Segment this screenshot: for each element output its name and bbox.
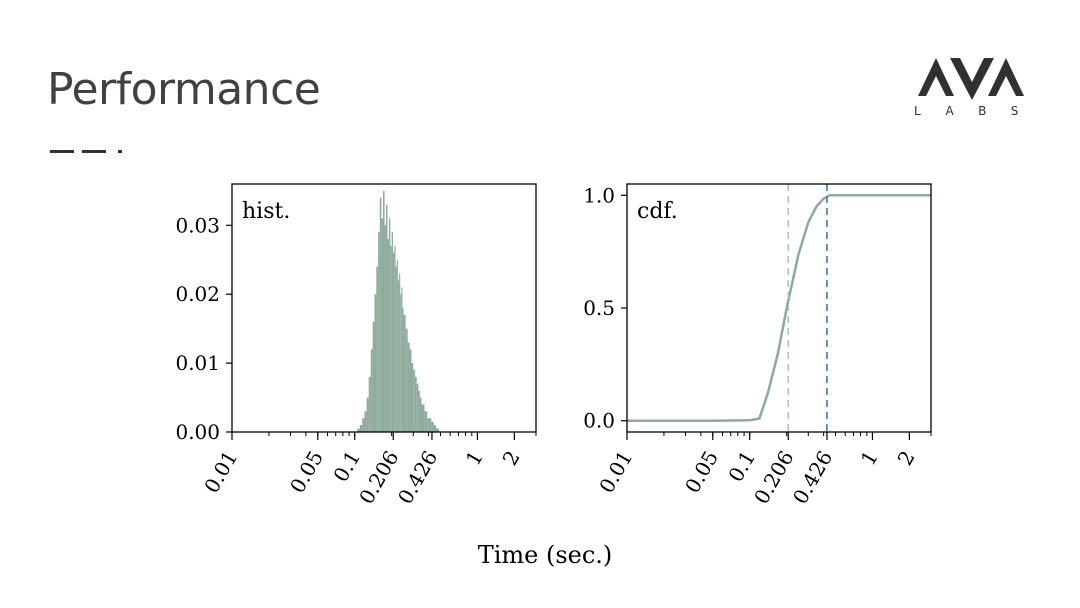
x-tick-label: 2 bbox=[498, 447, 525, 470]
histogram-bar bbox=[413, 370, 416, 432]
histogram-bar bbox=[359, 425, 363, 432]
plot-frame bbox=[231, 183, 537, 433]
y-tick-label: 0.02 bbox=[175, 282, 220, 306]
histogram-bar bbox=[391, 232, 393, 432]
y-tick-label: 1.0 bbox=[583, 183, 615, 207]
histogram-bar bbox=[362, 418, 365, 432]
histogram-bar bbox=[401, 287, 403, 432]
histogram-bar bbox=[388, 218, 391, 432]
panel-label-hist: hist. bbox=[242, 199, 290, 224]
histogram-bar bbox=[409, 349, 412, 432]
histogram-bar bbox=[415, 376, 417, 432]
histogram-bar bbox=[400, 294, 402, 432]
histogram-bar bbox=[399, 273, 401, 432]
histogram-bar bbox=[402, 308, 404, 432]
histogram-bar bbox=[416, 383, 419, 432]
histogram-bar bbox=[427, 418, 429, 432]
histogram-bar bbox=[422, 404, 425, 432]
histogram-bar bbox=[424, 411, 426, 432]
title-underline-dash bbox=[82, 150, 106, 153]
histogram-bar bbox=[387, 239, 389, 432]
histogram-bar bbox=[396, 259, 398, 432]
histogram-bar bbox=[395, 266, 397, 432]
histogram-bar bbox=[403, 314, 406, 432]
x-tick-label: 0.05 bbox=[285, 447, 328, 498]
histogram-bar bbox=[390, 246, 392, 432]
histogram-bar bbox=[431, 421, 434, 432]
x-tick-label: 2 bbox=[893, 447, 920, 470]
histogram-bar bbox=[370, 349, 373, 432]
y-tick-label: 0.0 bbox=[583, 409, 615, 433]
y-tick-label: 0.01 bbox=[175, 351, 220, 375]
cdf-line bbox=[627, 194, 931, 422]
histogram-bar bbox=[379, 197, 382, 432]
histogram-bar bbox=[364, 411, 367, 432]
histogram-bar bbox=[436, 428, 440, 432]
histogram-bar bbox=[368, 376, 371, 432]
histogram-bar bbox=[384, 225, 387, 432]
histogram-bar bbox=[397, 280, 400, 432]
histogram-bar bbox=[366, 397, 369, 432]
histogram-bar bbox=[357, 428, 360, 432]
histogram-bar bbox=[378, 232, 380, 432]
histogram-bar bbox=[428, 418, 432, 432]
title-underline-dash bbox=[50, 150, 74, 153]
x-tick-label: 0.1 bbox=[328, 447, 365, 487]
histogram-bar bbox=[405, 328, 408, 432]
histogram-bar bbox=[418, 390, 420, 432]
x-tick-label: 0.01 bbox=[199, 447, 242, 498]
histogram-bar bbox=[433, 425, 437, 432]
histogram-bar bbox=[411, 363, 414, 432]
x-tick-label: 0.426 bbox=[788, 447, 837, 509]
histogram-bar bbox=[386, 204, 388, 432]
x-axis-title: Time (sec.) bbox=[478, 541, 613, 569]
y-tick-label: 0.03 bbox=[175, 213, 220, 237]
histogram-bar bbox=[421, 404, 423, 432]
page-title: Performance bbox=[47, 64, 321, 115]
x-tick-label: 0.01 bbox=[594, 447, 637, 498]
x-tick-label: 0.426 bbox=[393, 447, 442, 509]
logo-text: LABS bbox=[914, 104, 1043, 118]
histogram-bar bbox=[392, 252, 395, 432]
histogram-bar bbox=[419, 397, 422, 432]
x-tick-label: 0.1 bbox=[723, 447, 760, 487]
x-tick-label: 1 bbox=[856, 447, 883, 470]
panel-label-cdf: cdf. bbox=[637, 199, 678, 224]
y-tick-label: 0.00 bbox=[175, 420, 220, 444]
x-tick-label: 0.05 bbox=[680, 447, 723, 498]
histogram-bar bbox=[374, 294, 377, 432]
histogram-bar bbox=[407, 342, 410, 432]
histogram-bar bbox=[381, 218, 384, 432]
title-underline-dot bbox=[118, 150, 122, 153]
histogram-bar bbox=[376, 266, 379, 432]
logo-icon bbox=[918, 58, 1024, 100]
histogram-bar bbox=[425, 411, 428, 432]
y-tick-label: 0.5 bbox=[583, 296, 615, 320]
histogram-bar bbox=[372, 321, 375, 432]
x-tick-label: 1 bbox=[461, 447, 488, 470]
histogram-bar bbox=[394, 246, 396, 432]
histogram-bar bbox=[383, 190, 385, 432]
